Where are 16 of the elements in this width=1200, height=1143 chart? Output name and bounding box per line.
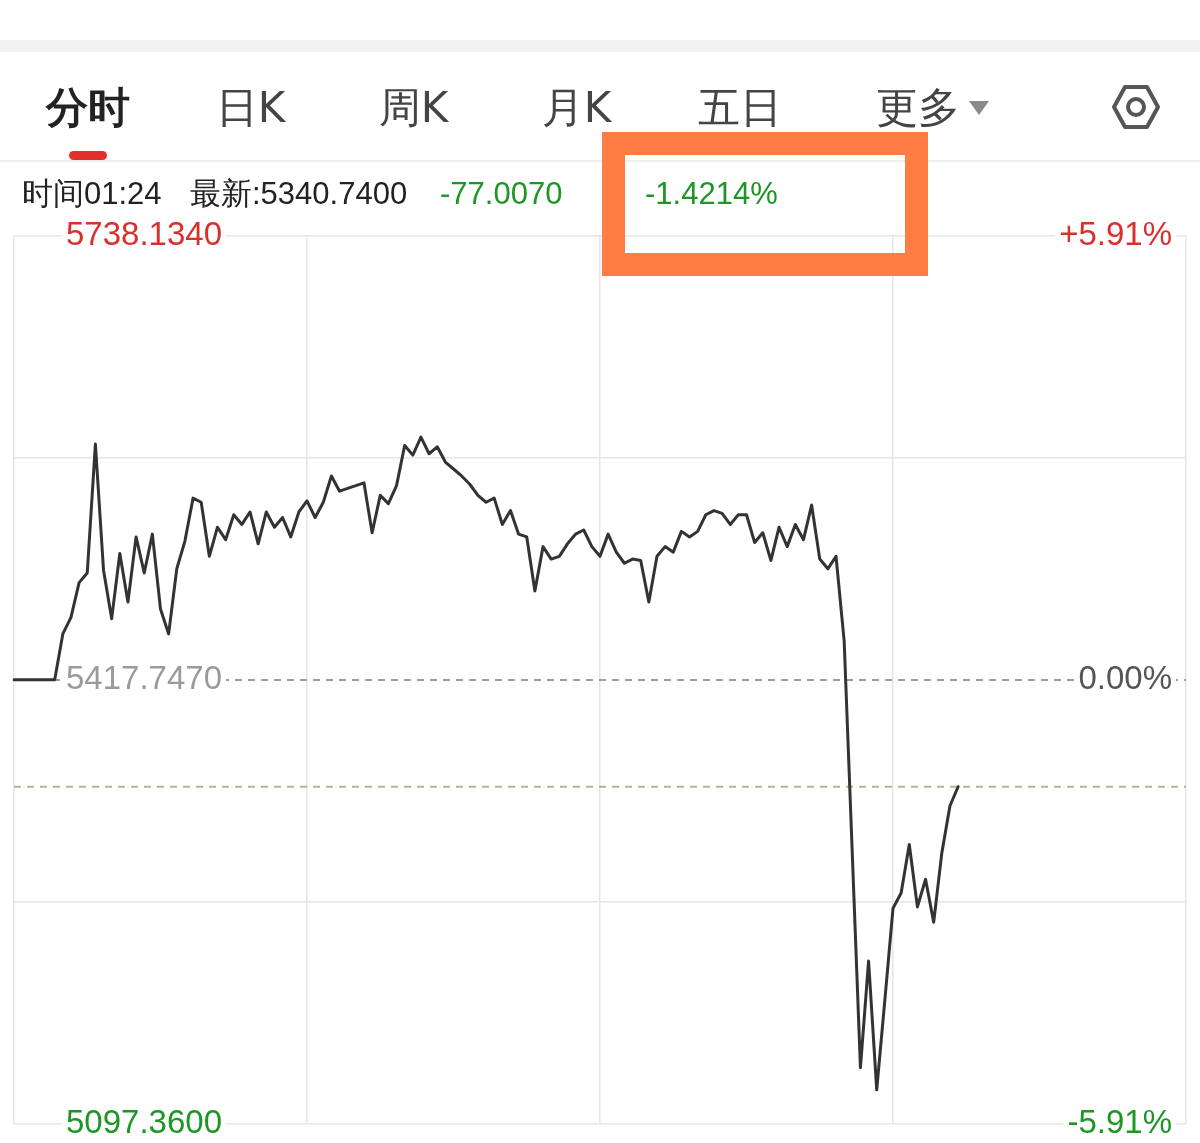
y2-tick-label: -5.91% (1067, 1103, 1172, 1141)
text: -1.4214% (645, 175, 778, 213)
text: 时间01:24 (22, 175, 162, 213)
text: 周K (378, 82, 449, 134)
y2-tick-label: 0.00% (1078, 659, 1173, 697)
text: 五日 (697, 82, 782, 134)
text: -77.0070 (440, 175, 563, 213)
y-tick-label: 5738.1340 (66, 215, 222, 253)
text: 月K (541, 82, 612, 134)
text: 分时 (45, 82, 130, 134)
text: 更多 (875, 82, 960, 134)
text: 最新:5340.7400 (190, 175, 408, 213)
y-tick-label: 5097.3600 (66, 1103, 222, 1141)
y-tick-label: 5417.7470 (66, 659, 222, 697)
text: 日K (215, 82, 286, 134)
y2-tick-label: +5.91% (1059, 215, 1172, 253)
